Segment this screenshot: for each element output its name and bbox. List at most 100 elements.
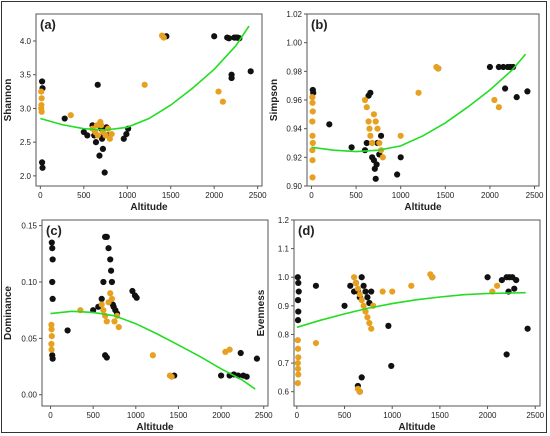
fit-curve (296, 291, 526, 329)
data-point-orange (374, 125, 381, 132)
panel-label: (a) (40, 17, 56, 32)
data-point-orange (435, 65, 442, 72)
y-tick-label: 0.94 (286, 125, 302, 134)
y-tick-label: 0.10 (21, 278, 37, 287)
data-point-black (61, 115, 68, 122)
data-point-orange (102, 132, 109, 139)
data-point-orange (312, 339, 320, 347)
data-point-orange (309, 139, 316, 147)
series-orange (48, 290, 233, 380)
panel-a: 0 500 1000 1500 2000 2500 2.0 2.5 3.0 3.5 4.0 Altit… (3, 13, 267, 213)
series-orange (309, 63, 502, 181)
data-point-orange (108, 130, 115, 138)
data-point-orange (379, 154, 386, 161)
y-tick-label: 0.05 (21, 334, 37, 343)
data-point-black (295, 288, 302, 295)
data-point-orange (309, 132, 316, 139)
y-tick-label: 4.0 (20, 37, 32, 46)
data-point-black (367, 89, 374, 96)
data-point-orange (429, 274, 436, 281)
data-point-orange (368, 325, 375, 332)
data-point-orange (350, 274, 358, 281)
data-point-orange (370, 111, 378, 118)
data-point-black (103, 354, 110, 361)
data-point-black (394, 171, 401, 178)
x-tick-label: 1500 (431, 411, 449, 420)
data-point-orange (367, 132, 374, 139)
data-point-orange (309, 157, 316, 164)
data-point-orange (389, 288, 396, 295)
data-point-orange (356, 388, 363, 395)
data-point-orange (309, 147, 316, 154)
data-point-orange (294, 365, 302, 372)
data-point-black (49, 245, 56, 252)
data-point-black (363, 139, 370, 147)
data-point-black (388, 362, 395, 370)
data-point-black (385, 322, 392, 329)
data-point-black (511, 285, 518, 292)
y-tick-label: 0.96 (286, 96, 302, 105)
data-point-orange (94, 132, 101, 139)
data-point-orange (309, 174, 316, 181)
data-point-orange (493, 282, 501, 289)
data-point-black (211, 33, 218, 40)
data-point-orange (354, 285, 361, 292)
data-point-orange (226, 346, 233, 353)
data-point-black (501, 85, 509, 92)
data-point-orange (309, 99, 316, 106)
plot-area-c (41, 219, 269, 407)
panel-label: (c) (46, 223, 62, 238)
y-tick-label: 1.1 (278, 245, 290, 254)
data-point-black (107, 256, 114, 263)
data-point-black (358, 274, 365, 281)
data-point-orange (48, 346, 55, 353)
plot-area-a (35, 13, 263, 187)
data-point-orange (294, 345, 302, 352)
data-point-orange (495, 104, 502, 111)
data-point-black (360, 282, 367, 289)
data-point-black (247, 68, 254, 75)
plot-area-d (293, 219, 541, 407)
y-tick-label: 1.2 (278, 216, 290, 225)
x-tick-label: 0 (295, 411, 300, 420)
series-orange (38, 32, 226, 142)
y-tick-label: 0.7 (278, 359, 290, 368)
data-point-black (133, 294, 140, 301)
x-axis-label: Altitude (398, 422, 436, 433)
panel-d: 0 500 1000 1500 2000 2500 0.6 0.7 0.8 0.9 1.0 1.1 1.… (256, 216, 545, 433)
data-point-black (498, 276, 505, 284)
y-tick-label: 0.9 (278, 302, 290, 311)
data-point-orange (379, 288, 386, 295)
data-point-orange (408, 282, 415, 289)
data-point-black (108, 278, 116, 286)
x-tick-label: 500 (349, 191, 363, 200)
y-tick-label: 3.5 (20, 71, 32, 80)
data-point-black (49, 355, 56, 362)
data-point-black (49, 278, 56, 286)
data-point-black (358, 374, 365, 381)
x-tick-label: 2000 (481, 191, 499, 200)
x-tick-label: 2000 (205, 191, 223, 200)
data-point-black (295, 279, 302, 287)
panel-label: (b) (311, 17, 328, 32)
data-point-orange (108, 295, 116, 303)
data-point-black (64, 327, 71, 334)
fit-curve (50, 310, 256, 390)
data-point-black (326, 121, 333, 128)
data-point-black (92, 139, 100, 146)
data-point-orange (106, 135, 113, 142)
data-point-black (312, 282, 320, 289)
y-tick-label: 2.0 (20, 172, 32, 181)
data-point-orange (376, 139, 383, 147)
data-point-orange (100, 307, 107, 314)
data-point-black (39, 164, 46, 171)
x-axis-label: Altitude (404, 202, 442, 213)
data-point-orange (149, 352, 156, 359)
data-point-orange (215, 88, 222, 95)
data-point-black (96, 152, 103, 159)
data-point-black (49, 256, 56, 263)
data-point-black (484, 274, 491, 281)
x-tick-label: 1000 (127, 411, 145, 420)
y-tick-label: 0.90 (286, 182, 302, 191)
